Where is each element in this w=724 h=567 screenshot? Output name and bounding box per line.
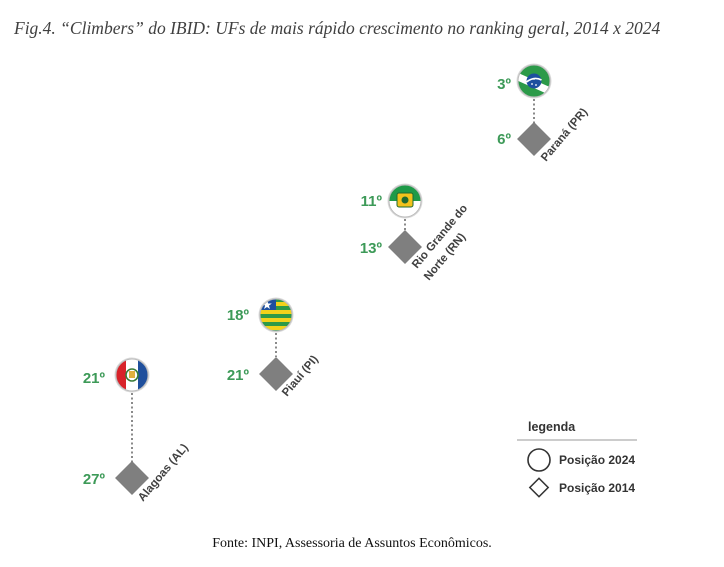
rank-2014-pr: 6º	[497, 131, 511, 148]
diamond-2014-pr	[517, 122, 551, 156]
legend-circle-icon	[527, 448, 551, 472]
rank-2024-pr: 3º	[497, 76, 511, 93]
rank-2014-rn: 13º	[360, 240, 383, 257]
figure-title: Fig.4. “Climbers” do IBID: UFs de mais r…	[14, 18, 661, 38]
legend-diamond-icon	[528, 477, 550, 498]
diamond-2014-rn	[388, 230, 422, 264]
state-label-al: Alagoas (AL)	[136, 442, 191, 504]
figure-source: Fonte: INPI, Assessoria de Assuntos Econ…	[212, 536, 492, 551]
legend-title: legenda	[528, 420, 576, 434]
rank-2024-rn: 11º	[361, 193, 383, 210]
series-2014-markers	[115, 122, 551, 495]
piaui-flag-icon	[258, 297, 294, 333]
legend-label-2024: Posição 2024	[559, 453, 635, 467]
alagoas-flag-icon	[114, 357, 150, 393]
rank-2014-al: 27º	[83, 471, 106, 488]
connectors	[131, 99, 535, 462]
climbers-chart: 21º 18º 11º 3º 27º 21º 13º 6º Alagoas (A…	[83, 63, 637, 504]
legend-label-2014: Posição 2014	[559, 481, 635, 495]
rank-2024-al: 21º	[83, 370, 106, 387]
rank-2014-pi: 21º	[227, 367, 250, 384]
parana-flag-icon	[516, 63, 552, 99]
diamond-2014-pi	[259, 357, 293, 391]
rank-2024-pi: 18º	[227, 307, 250, 324]
legend: legenda Posição 2024 Posição 2014	[517, 420, 637, 498]
rio-grande-do-norte-flag-icon	[387, 183, 423, 219]
